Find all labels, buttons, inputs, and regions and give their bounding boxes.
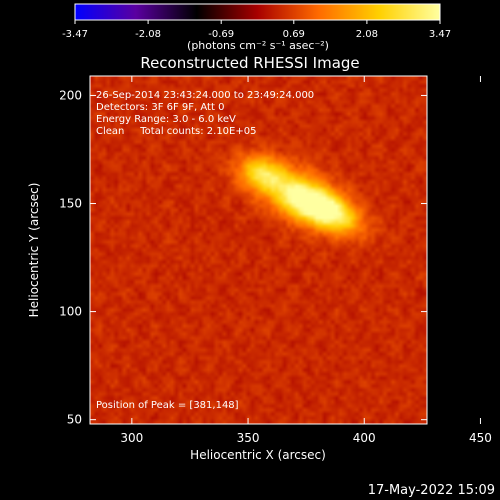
colorbar: -3.47 -2.08 -0.69 0.69 2.08 3.47 (photons cm⁻… [62,3,451,52]
annotation-clean-counts: Clean Total counts: 2.10E+05 [96,126,256,137]
y-axis-ticks: 50 100 150 200 [59,88,427,427]
y-tick-label: 50 [67,413,82,427]
x-tick-label: 300 [120,431,143,445]
annotation-energy-range: Energy Range: 3.0 - 6.0 keV [96,114,236,125]
heatmap-image [90,76,427,424]
plot-timestamp: 17-May-2022 15:09 [368,483,495,498]
chart-title: Reconstructed RHESSI Image [140,54,359,72]
colorbar-label: (photons cm⁻² s⁻¹ asec⁻²) [187,39,329,52]
x-tick-label: 450 [469,431,492,445]
x-axis-ticks: 300 350 400 450 [120,76,492,445]
colorbar-tick-label: -0.69 [208,29,234,40]
x-tick-label: 400 [353,431,376,445]
y-tick-label: 200 [59,88,82,102]
x-axis-label: Heliocentric X (arcsec) [190,448,326,462]
colorbar-strip [74,3,441,21]
colorbar-tick-label: 0.69 [283,29,305,40]
colorbar-ticks: -3.47 -2.08 -0.69 0.69 2.08 3.47 [62,20,451,40]
annotation-peak-position: Position of Peak = [381,148] [96,400,239,411]
annotation-block: 26-Sep-2014 23:43:24.000 to 23:49:24.000… [96,90,314,411]
colorbar-tick-label: 2.08 [356,29,378,40]
annotation-detectors: Detectors: 3F 6F 9F, Att 0 [96,102,224,113]
colorbar-tick-label: -2.08 [135,29,161,40]
plot-frame [89,75,428,425]
annotation-time-range: 26-Sep-2014 23:43:24.000 to 23:49:24.000 [96,90,314,101]
colorbar-tick-label: 3.47 [429,29,451,40]
y-tick-label: 150 [59,197,82,211]
y-axis-label: Heliocentric Y (arcsec) [27,183,41,318]
y-tick-label: 100 [59,305,82,319]
colorbar-tick-label: -3.47 [62,29,88,40]
plot-area: 300 350 400 450 50 100 150 200 [59,75,492,445]
x-tick-label: 350 [237,431,260,445]
